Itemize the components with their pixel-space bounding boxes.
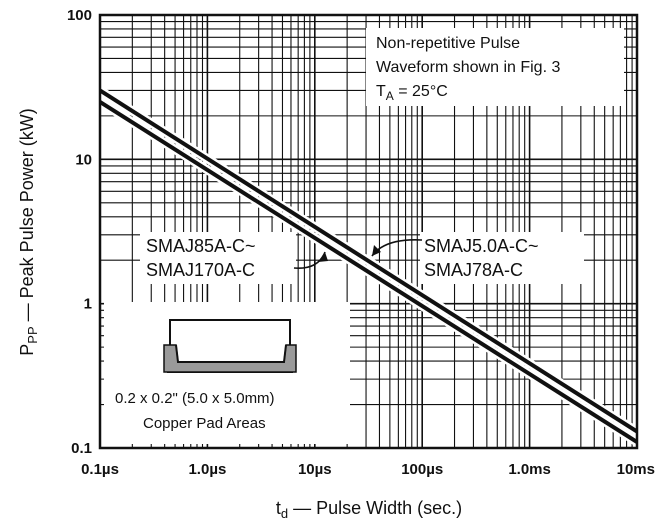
series-label-smaj78a: SMAJ78A-C <box>424 260 523 280</box>
series-line-smaj85a-smaj170a <box>98 100 639 444</box>
series-label-right-arrowhead <box>372 245 381 256</box>
x-tick-label: 10ms <box>617 461 655 478</box>
x-tick-label: 1.0ms <box>508 461 551 478</box>
x-tick-label: 100µs <box>401 461 443 478</box>
series-label-right-bg <box>420 232 584 284</box>
y-axis-title: PPP — Peak Pulse Power (kW) <box>17 108 40 355</box>
x-tick-label: 10µs <box>298 461 332 478</box>
annotation-line-2: Waveform shown in Fig. 3 <box>376 59 560 76</box>
annotation-line-3: TA = 25°C <box>376 83 448 103</box>
inset-line-1: 0.2 x 0.2" (5.0 x 5.0mm) <box>115 390 275 407</box>
x-tick-label: 0.1µs <box>81 461 119 478</box>
series-label-smaj85a: SMAJ85A-C~ <box>146 236 256 256</box>
x-axis-title: td — Pulse Width (sec.) <box>276 498 462 521</box>
y-tick-label: 10 <box>75 151 92 168</box>
series-label-smaj170a: SMAJ170A-C <box>146 260 255 280</box>
series-line-smaj5a-smaj78a <box>98 88 639 434</box>
y-tick-label: 0.1 <box>71 440 92 457</box>
series-label-left-arrowhead <box>318 252 328 262</box>
copper-pad-drawing <box>163 319 297 373</box>
y-tick-label: 100 <box>67 7 92 24</box>
annotation-line-1: Non-repetitive Pulse <box>376 35 520 52</box>
series-label-smaj5a: SMAJ5.0A-C~ <box>424 236 539 256</box>
annotation-box-bg <box>366 28 624 106</box>
inset-line-2: Copper Pad Areas <box>143 415 266 432</box>
y-tick-label: 1 <box>84 296 92 313</box>
x-tick-label: 1.0µs <box>188 461 226 478</box>
series-label-left-bg <box>140 232 296 284</box>
tick-labels: 0.1µs 1.0µs 10µs 100µs 1.0ms 10ms 100 10 1 0.1 <box>67 7 655 478</box>
series-lines <box>97 86 640 446</box>
plot-frame <box>98 13 639 450</box>
